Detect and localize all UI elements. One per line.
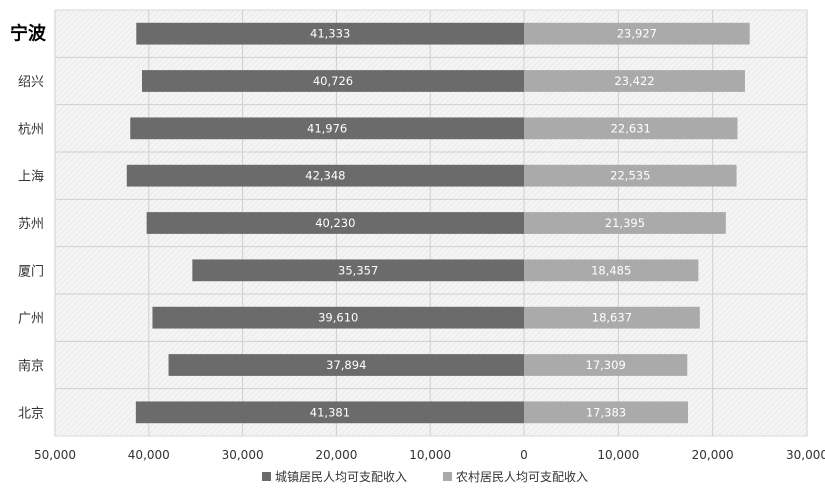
bar-urban <box>130 117 524 140</box>
category-label: 杭州 <box>18 122 44 137</box>
x-tick-label: 10,000 <box>597 448 639 462</box>
x-axis-ticks: 50,000 40,000 30,000 20,000 10,000 0 10,000 20,… <box>34 448 825 462</box>
data-label-urban: 42,348 <box>305 169 345 183</box>
bar-rural <box>524 212 726 234</box>
category-label: 北京 <box>18 406 44 421</box>
bars: 41,333 23,927 40,726 23,422 41,976 22,631 42,3… <box>126 22 750 424</box>
data-label-rural: 22,631 <box>611 121 651 135</box>
bar-rural <box>524 164 737 187</box>
x-tick-label: 10,000 <box>409 448 451 462</box>
bar-urban <box>152 306 525 329</box>
data-label-urban: 40,230 <box>315 216 355 230</box>
x-tick-label: 30,000 <box>786 448 825 462</box>
category-label: 宁波 <box>10 23 47 45</box>
x-tick-label: 20,000 <box>315 448 357 462</box>
data-label-urban: 35,357 <box>338 263 378 277</box>
data-label-urban: 39,610 <box>318 311 358 325</box>
bar-urban <box>141 70 525 92</box>
x-tick-label: 30,000 <box>222 448 264 462</box>
legend-label: 城镇居民人均可支配收入 <box>275 470 407 484</box>
legend: 城镇居民人均可支配收入 农村居民人均可支配收入 <box>262 470 588 484</box>
x-tick-label: 40,000 <box>128 448 170 462</box>
bar-rural <box>524 306 700 329</box>
data-label-rural: 17,383 <box>586 405 626 419</box>
x-tick-label: 50,000 <box>34 448 76 462</box>
data-label-rural: 23,927 <box>617 27 657 41</box>
data-label-rural: 18,485 <box>591 263 631 277</box>
data-label-urban: 40,726 <box>313 74 353 88</box>
bar-urban <box>126 164 524 187</box>
legend-swatch <box>443 472 452 481</box>
category-label: 广州 <box>18 312 44 327</box>
category-label: 南京 <box>18 358 44 374</box>
bar-rural <box>524 401 688 424</box>
bar-urban <box>192 259 525 282</box>
data-label-urban: 41,381 <box>310 405 350 419</box>
bar-urban <box>136 22 525 45</box>
category-label: 上海 <box>18 170 44 185</box>
bar-rural <box>524 70 745 92</box>
legend-label: 农村居民人均可支配收入 <box>456 470 588 484</box>
data-label-rural: 21,395 <box>605 216 645 230</box>
bar-rural <box>524 22 750 45</box>
bar-urban <box>168 354 525 376</box>
category-label: 厦门 <box>18 264 44 279</box>
bar-urban <box>146 212 525 234</box>
data-label-rural: 17,309 <box>586 358 626 372</box>
bar-rural <box>524 259 699 282</box>
data-label-urban: 41,333 <box>310 27 350 41</box>
data-label-urban: 41,976 <box>307 121 347 135</box>
x-tick-label: 20,000 <box>692 448 734 462</box>
data-label-rural: 18,637 <box>592 311 632 325</box>
bar-rural <box>524 354 688 376</box>
bar-rural <box>524 117 738 140</box>
bar-urban <box>135 401 524 424</box>
data-label-urban: 37,894 <box>326 358 366 372</box>
data-label-rural: 22,535 <box>610 169 650 183</box>
legend-swatch <box>262 472 271 481</box>
category-label: 绍兴 <box>18 75 44 90</box>
data-label-rural: 23,422 <box>614 74 654 88</box>
category-label: 苏州 <box>18 216 44 232</box>
x-tick-label: 0 <box>520 448 528 462</box>
